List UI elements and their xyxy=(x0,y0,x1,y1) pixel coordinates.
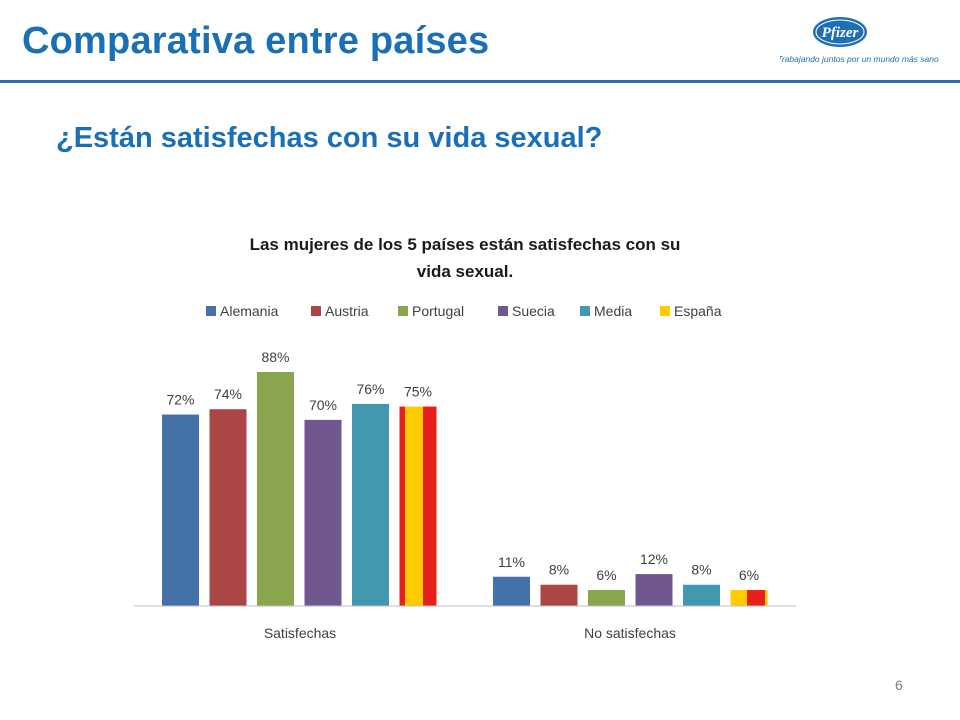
legend-swatch-portugal xyxy=(398,306,408,316)
slide-subtitle: ¿Están satisfechas con su vida sexual? xyxy=(56,122,603,154)
legend-label-alemania: Alemania xyxy=(220,303,279,319)
bar-no-satisfechas-portugal xyxy=(588,590,625,606)
data-label-satisfechas-austria: 74% xyxy=(214,386,242,402)
slide-title: Comparativa entre países xyxy=(22,20,490,62)
pfizer-logo-pill xyxy=(813,17,867,47)
category-label-satisfechas: Satisfechas xyxy=(264,625,336,641)
pfizer-logo-wordmark: Pfizer xyxy=(822,25,859,41)
pfizer-logo-tagline: Trabajando juntos por un mundo más sano xyxy=(780,54,939,64)
data-label-no-satisfechas-espana: 6% xyxy=(739,567,759,583)
chart-data-labels: 72% 74% 88% 70% 76% 75% 11% 8% 6% 12% 8% 6% xyxy=(166,349,759,583)
chart-bars xyxy=(162,372,768,606)
bar-no-satisfechas-espana xyxy=(730,590,768,606)
bar-satisfechas-media xyxy=(352,403,389,606)
bar-satisfechas-suecia xyxy=(304,419,342,606)
x-axis-labels: Satisfechas No satisfechas xyxy=(264,625,676,641)
legend-label-portugal: Portugal xyxy=(412,303,464,319)
category-label-no-satisfechas: No satisfechas xyxy=(584,625,676,641)
legend-swatch-alemania xyxy=(206,306,216,316)
data-label-no-satisfechas-austria: 8% xyxy=(549,562,569,578)
legend-swatch-media xyxy=(580,306,590,316)
data-label-satisfechas-espana: 75% xyxy=(404,384,432,400)
legend-label-media: Media xyxy=(594,303,632,319)
data-label-satisfechas-portugal: 88% xyxy=(261,349,289,365)
chart-legend: Alemania Austria Portugal Suecia Media España xyxy=(206,303,722,319)
bar-no-satisfechas-austria xyxy=(540,584,578,606)
bar-satisfechas-portugal xyxy=(257,372,294,606)
legend-label-suecia: Suecia xyxy=(512,303,555,319)
bar-satisfechas-alemania xyxy=(162,414,199,606)
legend-label-espana: España xyxy=(674,303,722,319)
chart-title: Las mujeres de los 5 países están satisf… xyxy=(250,235,681,281)
bar-no-satisfechas-alemania xyxy=(493,576,530,606)
data-label-no-satisfechas-media: 8% xyxy=(691,562,711,578)
legend-swatch-suecia xyxy=(498,306,508,316)
data-label-satisfechas-alemania: 72% xyxy=(166,392,194,408)
title-underline xyxy=(0,80,960,83)
data-label-satisfechas-suecia: 70% xyxy=(309,397,337,413)
legend-swatch-austria xyxy=(311,306,321,316)
bar-no-satisfechas-suecia xyxy=(635,574,673,606)
data-label-satisfechas-media: 76% xyxy=(356,381,384,397)
data-label-no-satisfechas-suecia: 12% xyxy=(640,551,668,567)
chart-title-line-1: Las mujeres de los 5 países están satisf… xyxy=(250,235,681,254)
pfizer-logo: Pfizer Trabajando juntos por un mundo má… xyxy=(780,17,939,64)
chart-title-line-2: vida sexual. xyxy=(417,262,513,281)
page-number: 6 xyxy=(895,677,903,693)
bar-satisfechas-austria xyxy=(209,409,247,606)
legend-label-austria: Austria xyxy=(325,303,369,319)
data-label-no-satisfechas-portugal: 6% xyxy=(596,567,616,583)
bar-satisfechas-espana xyxy=(399,406,437,606)
bar-no-satisfechas-media xyxy=(683,584,720,606)
data-label-no-satisfechas-alemania: 11% xyxy=(498,554,525,570)
legend-swatch-espana xyxy=(660,306,670,316)
